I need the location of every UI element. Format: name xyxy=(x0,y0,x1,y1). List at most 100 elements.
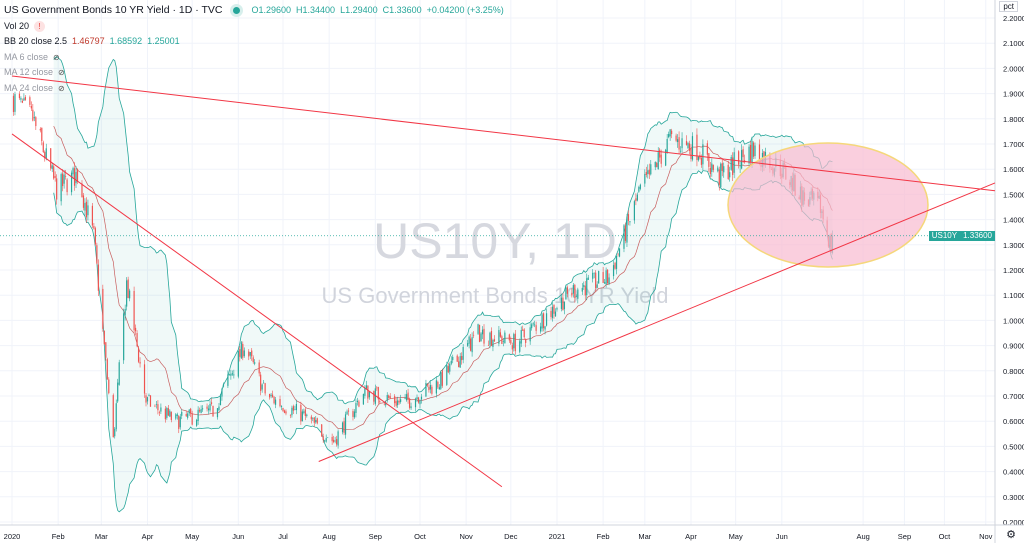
candle-body xyxy=(624,225,627,241)
candle-body xyxy=(169,410,171,417)
candle-body xyxy=(420,396,423,400)
candle-body xyxy=(696,134,698,160)
candle-body xyxy=(480,333,482,342)
candle-body xyxy=(566,287,568,294)
ma12-indicator[interactable]: MA 12 close xyxy=(4,67,54,77)
bollinger-lower xyxy=(53,170,833,513)
bollinger-upper xyxy=(53,55,833,405)
candle-body xyxy=(133,290,135,331)
y-tick-label: 1.20000 xyxy=(1003,266,1024,275)
y-tick-label: 1.10000 xyxy=(1003,291,1024,300)
candle-body xyxy=(525,339,527,343)
candle-body xyxy=(523,329,525,338)
candle-body xyxy=(709,167,711,174)
candle-body xyxy=(449,363,451,372)
candle-body xyxy=(210,402,213,404)
x-tick-label: May xyxy=(185,532,199,541)
candle-body xyxy=(529,327,531,342)
candle-body xyxy=(94,228,96,245)
candle-body xyxy=(227,374,229,386)
candle-body xyxy=(261,384,263,390)
candle-body xyxy=(42,142,44,153)
candle-body xyxy=(685,141,688,145)
candle-body xyxy=(126,280,128,307)
candle-body xyxy=(258,362,260,374)
candle-body xyxy=(657,152,659,170)
candle-body xyxy=(727,164,729,180)
candle-body xyxy=(545,313,548,326)
candle-body xyxy=(358,401,360,407)
candle-body xyxy=(438,387,440,390)
last-price-label: US10Y 1.33600 xyxy=(928,230,995,241)
candle-body xyxy=(389,396,391,399)
candle-body xyxy=(644,174,646,184)
candle-body xyxy=(62,173,64,187)
candle-body xyxy=(206,406,208,409)
candle-body xyxy=(656,162,658,168)
candle-body xyxy=(675,135,677,141)
hidden-eye-icon[interactable]: ⊘ xyxy=(58,68,65,77)
candle-body xyxy=(729,172,731,178)
candle-body xyxy=(450,360,452,364)
trend-line xyxy=(318,182,996,462)
candle-body xyxy=(462,346,464,360)
candle-body xyxy=(612,265,615,277)
volume-indicator[interactable]: Vol 20 xyxy=(4,20,30,31)
settings-gear-icon[interactable]: ⚙ xyxy=(1006,529,1016,541)
x-tick-label: Apr xyxy=(142,532,154,541)
candle-body xyxy=(97,264,99,291)
candle-body xyxy=(556,308,558,310)
candle-body xyxy=(623,225,625,249)
candle-body xyxy=(544,326,546,330)
candle-body xyxy=(29,97,31,105)
candle-body xyxy=(282,407,284,411)
symbol-title[interactable]: US Government Bonds 10 YR Yield · 1D · T… xyxy=(4,4,223,16)
candle-body xyxy=(607,269,609,284)
candle-body xyxy=(429,384,432,390)
trend-line xyxy=(11,75,996,192)
candle-body xyxy=(471,337,473,353)
hidden-eye-icon[interactable]: ⊘ xyxy=(58,83,65,93)
candle-body xyxy=(115,403,117,430)
candle-body xyxy=(499,332,501,337)
candle-body xyxy=(20,97,22,100)
candle-body xyxy=(103,330,105,345)
warning-icon[interactable]: ! xyxy=(34,20,46,32)
candle-body xyxy=(502,341,504,342)
candle-body xyxy=(137,348,140,362)
candle-body xyxy=(691,136,694,160)
x-tick-label: Dec xyxy=(504,532,518,541)
candle-body xyxy=(102,288,104,329)
ma24-indicator[interactable]: MA 24 close xyxy=(4,82,54,93)
candle-body xyxy=(665,149,667,166)
candle-body xyxy=(76,169,79,182)
bb-indicator[interactable]: BB 20 close 2.5 xyxy=(4,36,68,46)
candle-body xyxy=(222,384,225,387)
candle-body xyxy=(376,387,378,389)
hidden-eye-icon[interactable]: ⊘ xyxy=(53,52,60,62)
x-tick-label: Apr xyxy=(685,532,697,541)
candle-body xyxy=(554,311,557,317)
candle-body xyxy=(752,142,755,157)
candle-body xyxy=(477,324,479,334)
candle-body xyxy=(292,406,295,411)
candle-body xyxy=(687,143,689,149)
candle-body xyxy=(181,411,183,416)
candle-body xyxy=(14,94,16,112)
candle-body xyxy=(231,373,233,375)
candle-body xyxy=(508,334,510,341)
x-tick-label: Oct xyxy=(939,532,952,541)
candle-body xyxy=(295,403,297,411)
candle-body xyxy=(252,357,254,363)
ma6-indicator[interactable]: MA 6 close xyxy=(4,51,49,62)
candle-body xyxy=(730,156,732,170)
candle-body xyxy=(461,356,463,361)
candle-body xyxy=(45,148,47,159)
unit-button[interactable]: pct xyxy=(999,1,1018,12)
candle-body xyxy=(355,403,357,413)
candle-body xyxy=(304,409,306,417)
